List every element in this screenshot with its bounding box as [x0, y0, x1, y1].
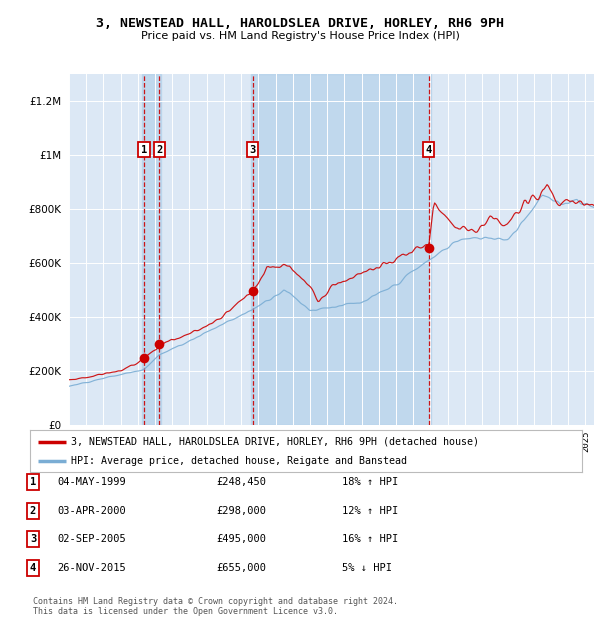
Text: 2: 2 — [156, 145, 163, 155]
Text: £495,000: £495,000 — [216, 534, 266, 544]
Text: 03-APR-2000: 03-APR-2000 — [57, 506, 126, 516]
Text: 3, NEWSTEAD HALL, HAROLDSLEA DRIVE, HORLEY, RH6 9PH (detached house): 3, NEWSTEAD HALL, HAROLDSLEA DRIVE, HORL… — [71, 436, 479, 446]
Bar — [251, 74, 431, 425]
Text: Price paid vs. HM Land Registry's House Price Index (HPI): Price paid vs. HM Land Registry's House … — [140, 31, 460, 41]
Text: 16% ↑ HPI: 16% ↑ HPI — [342, 534, 398, 544]
Text: 4: 4 — [30, 563, 36, 573]
Text: 26-NOV-2015: 26-NOV-2015 — [57, 563, 126, 573]
Text: HPI: Average price, detached house, Reigate and Banstead: HPI: Average price, detached house, Reig… — [71, 456, 407, 466]
Text: 02-SEP-2005: 02-SEP-2005 — [57, 534, 126, 544]
Text: £298,000: £298,000 — [216, 506, 266, 516]
Text: 2: 2 — [30, 506, 36, 516]
Text: 5% ↓ HPI: 5% ↓ HPI — [342, 563, 392, 573]
Text: 12% ↑ HPI: 12% ↑ HPI — [342, 506, 398, 516]
Text: 3: 3 — [30, 534, 36, 544]
Text: 3, NEWSTEAD HALL, HAROLDSLEA DRIVE, HORLEY, RH6 9PH: 3, NEWSTEAD HALL, HAROLDSLEA DRIVE, HORL… — [96, 17, 504, 30]
Bar — [142, 74, 161, 425]
Text: Contains HM Land Registry data © Crown copyright and database right 2024.: Contains HM Land Registry data © Crown c… — [33, 597, 398, 606]
Text: 1: 1 — [30, 477, 36, 487]
Text: 18% ↑ HPI: 18% ↑ HPI — [342, 477, 398, 487]
Text: £248,450: £248,450 — [216, 477, 266, 487]
Text: 3: 3 — [250, 145, 256, 155]
Text: 1: 1 — [141, 145, 147, 155]
Text: This data is licensed under the Open Government Licence v3.0.: This data is licensed under the Open Gov… — [33, 606, 338, 616]
Text: 04-MAY-1999: 04-MAY-1999 — [57, 477, 126, 487]
Text: 4: 4 — [425, 145, 432, 155]
Text: £655,000: £655,000 — [216, 563, 266, 573]
